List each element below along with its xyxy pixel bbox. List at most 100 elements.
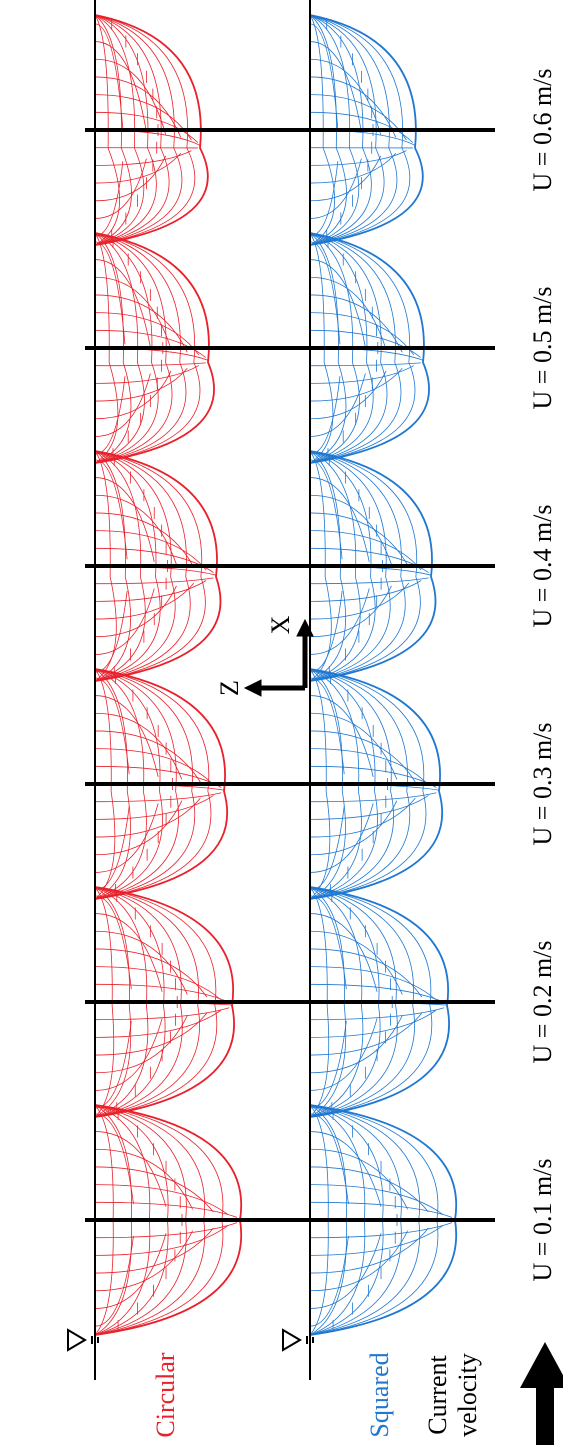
net-rib (94, 150, 192, 166)
net-ring (309, 232, 360, 464)
axis-arrows (243, 618, 314, 697)
net-rib (94, 695, 159, 777)
net-rib (309, 792, 437, 803)
net-rib (309, 1201, 453, 1218)
net-ring (309, 450, 376, 682)
net-rib (309, 373, 366, 437)
net-rib (309, 161, 339, 237)
net-rib (94, 1201, 238, 1218)
net-rib (309, 966, 437, 1001)
net-rib (94, 158, 147, 219)
net-rib (309, 370, 387, 420)
net-rib (94, 1222, 238, 1239)
net-edge (94, 232, 215, 464)
net-ring (309, 886, 381, 1118)
net-ring (94, 232, 201, 464)
net-rib (94, 712, 183, 780)
net-edge (94, 14, 209, 246)
net-edge (94, 450, 222, 682)
net-rib (94, 730, 201, 783)
net-rib (94, 477, 155, 562)
net-rib (94, 329, 206, 358)
net-ring (94, 668, 147, 900)
net-rib (94, 1230, 194, 1292)
net-ring (309, 450, 406, 682)
net-ring (94, 450, 146, 682)
column-label: U = 0.6 m/s (528, 68, 557, 191)
net-ring (309, 668, 346, 900)
net-rib (309, 983, 445, 1003)
net-rib (309, 797, 416, 838)
net-rib (309, 1227, 429, 1274)
net-rib (94, 1012, 208, 1056)
net-ring (94, 232, 119, 464)
net-rib (94, 161, 124, 237)
net-rib (309, 1184, 444, 1216)
net-rib (94, 913, 163, 992)
net-rib (309, 1012, 423, 1056)
net-rib (94, 748, 214, 786)
net-rib (309, 748, 429, 786)
legend-label: Current (423, 1355, 452, 1435)
net-ring (309, 668, 411, 900)
net-ring (94, 668, 116, 900)
row-label: Circular (151, 1352, 180, 1438)
net-rib (309, 803, 374, 873)
net-rib (309, 1020, 347, 1109)
net-rib (309, 800, 398, 856)
labels: Circular Squared Current velocity Z X U … (151, 68, 557, 1437)
water-symbol (67, 1328, 314, 1352)
net-rib (94, 591, 128, 673)
net-rib (309, 94, 407, 141)
net-ring (94, 886, 218, 1118)
net-rib (309, 930, 403, 995)
net-rib (94, 1020, 132, 1109)
net-rib (94, 94, 192, 141)
net (309, 232, 430, 464)
net-rib (309, 362, 421, 367)
net-rib (309, 376, 341, 455)
net-rib (309, 1015, 403, 1074)
net-edge (309, 450, 437, 682)
row-label: Squared (365, 1352, 394, 1437)
net-rib (309, 58, 382, 135)
net-rib (94, 58, 167, 135)
net-ring (94, 232, 159, 464)
net-rib (309, 1018, 378, 1091)
net-rib (94, 588, 155, 655)
net-rib (94, 362, 206, 367)
net-rib (309, 150, 407, 166)
net-rib (94, 155, 167, 202)
net-rib (309, 695, 374, 777)
net-rib (94, 805, 130, 891)
column-label: U = 0.4 m/s (528, 504, 557, 627)
net-rib (94, 373, 151, 437)
current-arrow (520, 1342, 563, 1445)
net-rib (309, 153, 397, 184)
net-ring (94, 886, 183, 1118)
net-ring (94, 232, 132, 464)
net-rib (94, 1233, 167, 1309)
net-rib (309, 530, 422, 571)
net-rib (94, 23, 124, 130)
net-rib (309, 1010, 437, 1038)
net-ring (309, 886, 415, 1118)
net-rib (309, 329, 421, 358)
net-ring (94, 450, 131, 682)
net-ring (309, 232, 402, 464)
net-rib (309, 948, 423, 998)
net-rib (309, 111, 414, 143)
net-rib (94, 948, 208, 998)
net-rib (309, 1148, 409, 1210)
net-ring (94, 450, 161, 682)
column-label: U = 0.2 m/s (528, 940, 557, 1063)
net-rib (94, 792, 222, 803)
net-rib (309, 259, 366, 348)
net-rib (94, 76, 182, 138)
axis-label: Z (215, 680, 244, 696)
net-rib (94, 41, 147, 133)
net-ring (94, 668, 196, 900)
net-ring (309, 886, 347, 1118)
net-rib (94, 800, 183, 856)
